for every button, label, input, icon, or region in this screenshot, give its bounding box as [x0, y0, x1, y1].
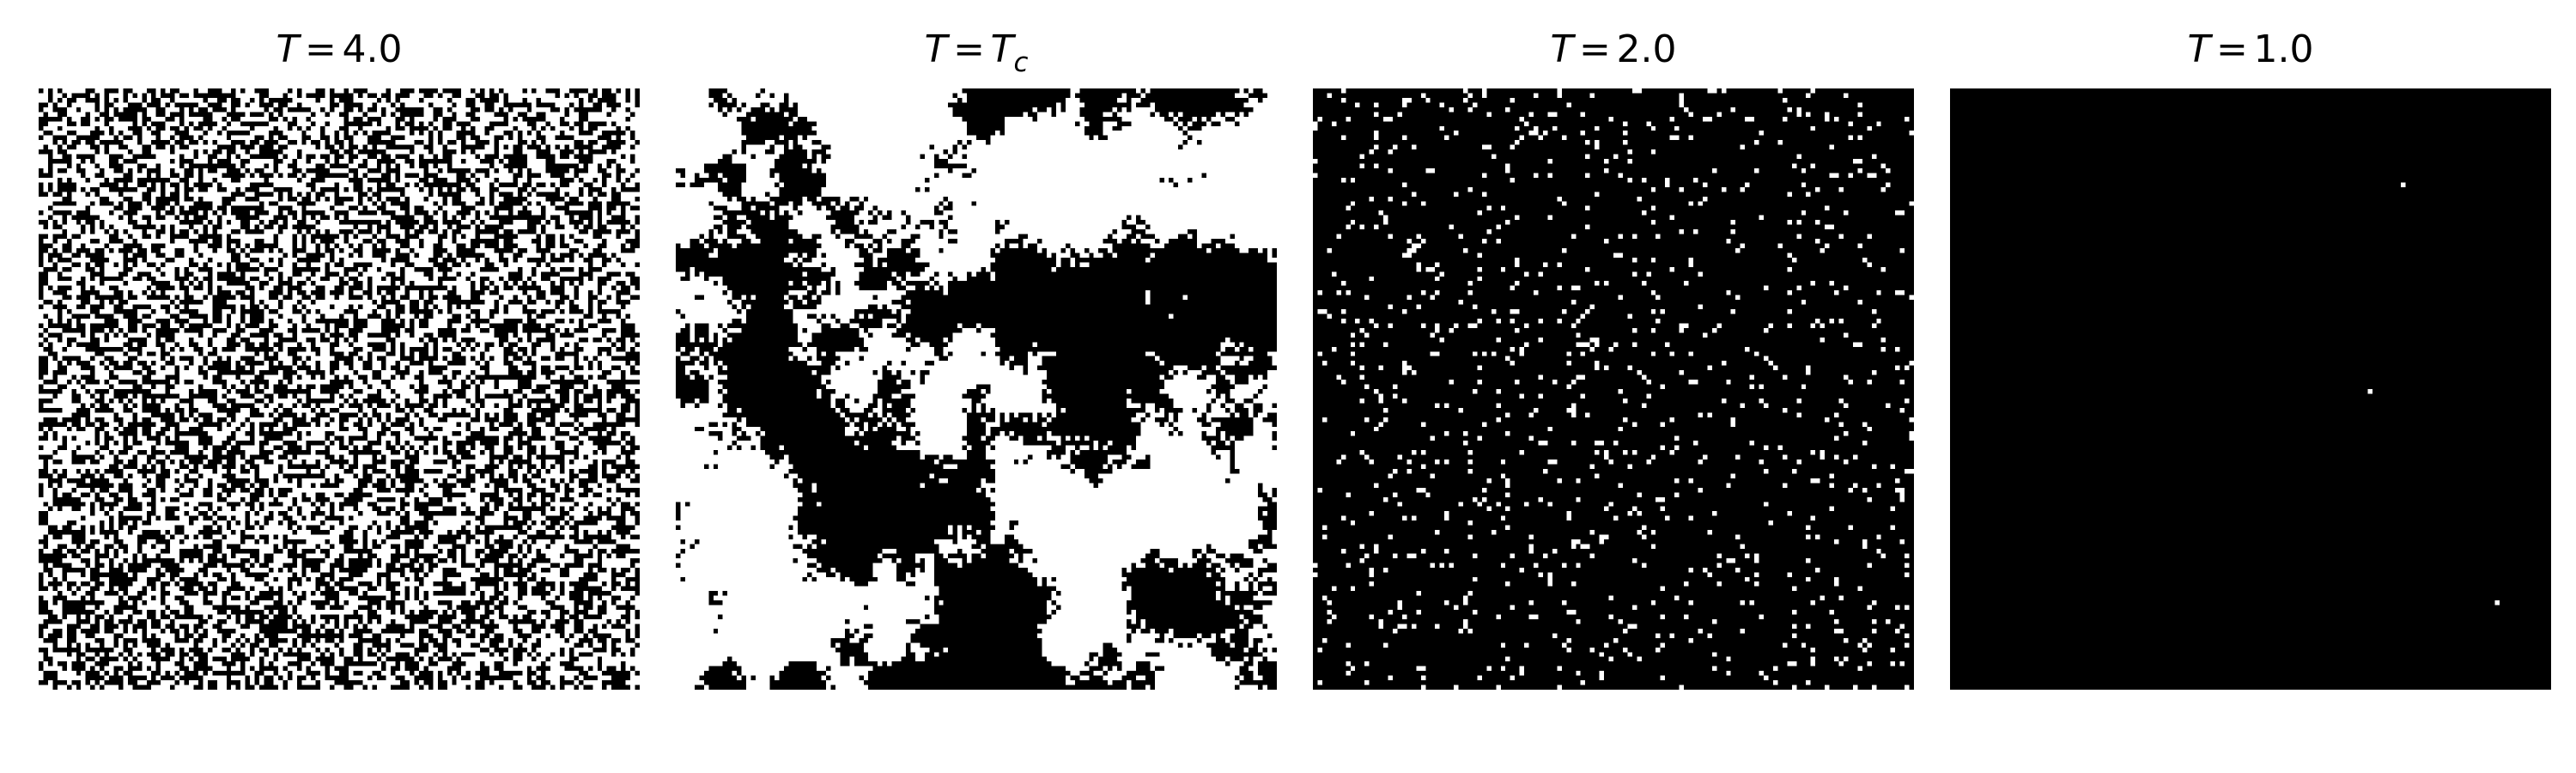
title-value: 1.0	[2253, 27, 2314, 71]
spin-lattice-image	[1313, 88, 1914, 690]
title-value: 2.0	[1616, 27, 1677, 71]
panel-title: T = 1.0	[1950, 24, 2551, 76]
title-value: 4.0	[342, 27, 403, 71]
title-equals: =	[2216, 27, 2248, 71]
spin-lattice-image	[39, 88, 640, 690]
panel-t-critical: T = Tc	[676, 0, 1277, 773]
panel-title: T = 4.0	[39, 24, 640, 76]
spin-lattice-image	[1950, 88, 2551, 690]
title-symbol: T	[1550, 27, 1574, 71]
panel-t-4: T = 4.0	[39, 0, 640, 773]
title-symbol: T	[276, 27, 300, 71]
title-symbol: T	[924, 27, 948, 71]
title-subscript: c	[1013, 46, 1029, 78]
panel-t-2: T = 2.0	[1313, 0, 1914, 773]
spin-lattice-image	[676, 88, 1277, 690]
title-symbol: T	[2187, 27, 2211, 71]
title-equals: =	[305, 27, 337, 71]
panel-title: T = Tc	[676, 24, 1277, 78]
title-value: T	[990, 27, 1014, 71]
panel-title: T = 2.0	[1313, 24, 1914, 76]
title-equals: =	[1579, 27, 1611, 71]
panel-t-1: T = 1.0	[1950, 0, 2551, 773]
title-equals: =	[953, 27, 985, 71]
